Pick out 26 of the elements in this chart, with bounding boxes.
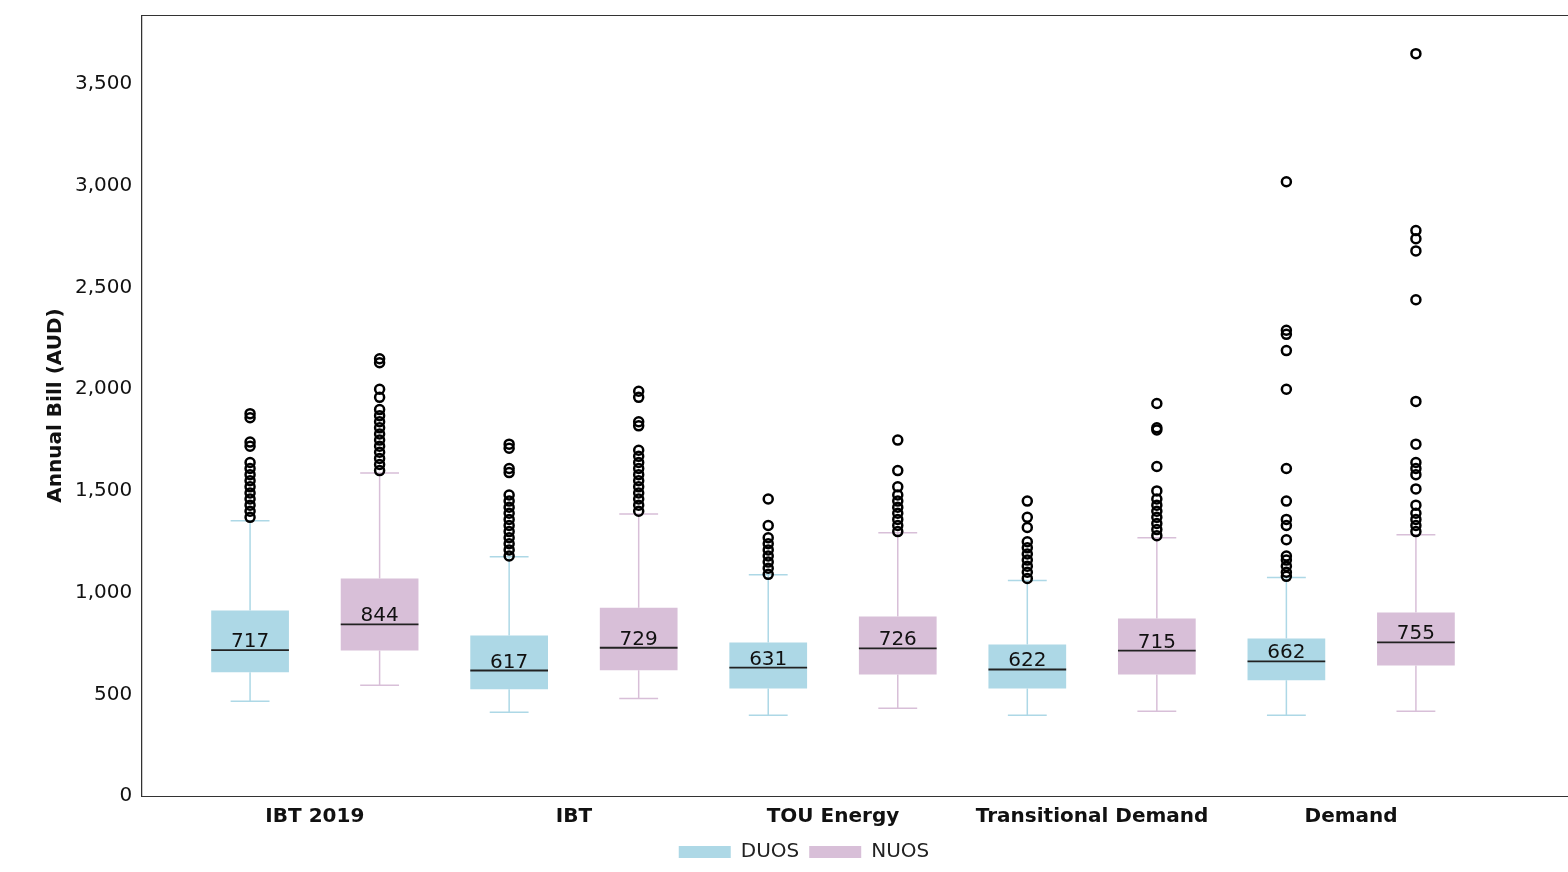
y-tick-label: 1,000: [74, 578, 133, 603]
x-tick-label: Demand: [1304, 803, 1398, 828]
text: 617: [490, 648, 529, 673]
y-axis-title: Annual Bill (AUD): [42, 308, 67, 503]
x-tick-label: TOU Energy: [766, 803, 900, 828]
x-tick-label: IBT 2019: [265, 803, 365, 828]
y-tick-label: 3,500: [74, 70, 133, 95]
y-tick-label: 3,000: [74, 172, 133, 197]
text: 717: [230, 628, 270, 653]
x-tick-label: Transitional Demand: [975, 803, 1209, 828]
text: 844: [360, 602, 399, 627]
y-tick-label: 1,500: [74, 477, 133, 502]
y-tick-label: 0: [119, 782, 133, 807]
y-tick-label: 2,000: [74, 375, 133, 400]
x-tick-label: IBT: [555, 803, 593, 828]
text: 755: [1396, 620, 1436, 645]
legend-label: DUOS: [740, 838, 800, 863]
text: 715: [1137, 628, 1176, 653]
text: 726: [878, 626, 917, 651]
text: 662: [1267, 639, 1306, 664]
y-tick-label: 500: [94, 680, 133, 705]
legend-label: NUOS: [871, 838, 930, 863]
text: 622: [1008, 647, 1047, 672]
text: 631: [749, 645, 788, 670]
text: 729: [619, 625, 658, 650]
y-tick-label: 2,500: [74, 273, 133, 298]
